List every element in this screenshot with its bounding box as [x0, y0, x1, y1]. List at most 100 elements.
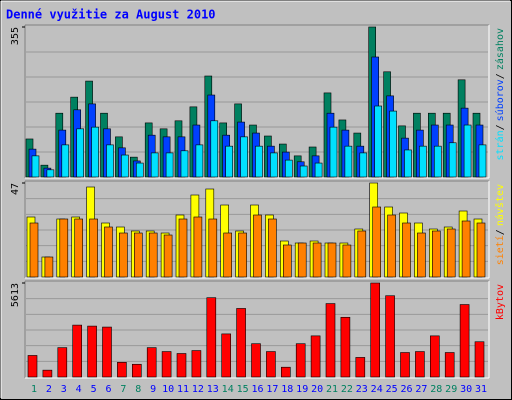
bar: [429, 335, 440, 378]
x-tick-label: 1: [31, 384, 37, 395]
bar: [132, 363, 142, 378]
bar: [221, 333, 231, 378]
y-tick-label: 47: [10, 183, 21, 195]
bar: [91, 126, 99, 178]
legend-entry: strán: [494, 130, 506, 160]
x-tick-label: 12: [192, 384, 204, 395]
legend-separator: /: [495, 73, 506, 79]
bar: [180, 150, 189, 178]
legend: sietí/ návštev: [494, 184, 506, 265]
bar: [59, 218, 69, 278]
x-tick-label: 18: [281, 384, 293, 395]
bar: [42, 369, 53, 378]
bar: [31, 155, 40, 178]
bar: [268, 218, 277, 278]
bar: [329, 126, 338, 178]
bar: [327, 242, 337, 278]
bar: [119, 232, 128, 278]
legend-entry: sietí: [494, 235, 506, 265]
x-tick-label: 2: [46, 384, 52, 395]
x-tick-label: 9: [150, 384, 156, 395]
bar: [404, 149, 412, 178]
bar: [206, 297, 217, 378]
bar: [136, 162, 144, 178]
bar: [385, 295, 395, 378]
bar: [74, 218, 83, 278]
bar: [236, 308, 246, 378]
legend-entry: návštev: [494, 184, 506, 226]
x-tick-label: 5: [91, 384, 97, 395]
bar: [400, 352, 410, 378]
bar: [208, 218, 218, 278]
bar: [370, 282, 381, 378]
legend-entry: súborov: [494, 79, 506, 121]
x-tick-label: 8: [135, 384, 141, 395]
x-tick-label: 17: [266, 384, 278, 395]
bar: [266, 351, 276, 378]
x-tick-label: 30: [460, 384, 472, 395]
bar: [195, 144, 204, 178]
bar: [225, 145, 233, 178]
bar: [44, 256, 54, 278]
bar: [474, 341, 485, 378]
bar: [417, 232, 426, 278]
y-tick-label: 355: [10, 27, 21, 45]
legend-entry: kBytov: [495, 284, 506, 320]
bar: [117, 362, 127, 378]
bar: [444, 352, 455, 378]
bar: [295, 343, 306, 378]
legend: kBytov: [495, 284, 506, 320]
x-tick-label: 25: [386, 384, 398, 395]
bar: [314, 162, 323, 178]
bar: [325, 303, 336, 378]
bar: [251, 343, 261, 378]
bar: [146, 347, 157, 378]
bar: [240, 136, 248, 178]
x-tick-label: 16: [251, 384, 263, 395]
x-tick-label: 28: [430, 384, 442, 395]
x-tick-label: 29: [445, 384, 457, 395]
bar: [463, 124, 472, 178]
bar: [193, 216, 203, 278]
legend-entry: zásahov: [494, 28, 506, 70]
bar: [210, 120, 219, 178]
bar: [148, 232, 158, 278]
bar: [372, 206, 382, 278]
bar: [161, 351, 172, 378]
bar: [163, 234, 173, 278]
bar: [238, 232, 247, 278]
x-tick-label: 7: [120, 384, 126, 395]
bar: [357, 230, 367, 278]
bar: [342, 244, 352, 278]
bar: [284, 159, 293, 178]
bar: [359, 152, 368, 178]
bar: [297, 242, 307, 278]
bar: [165, 152, 174, 178]
x-tick-label: 26: [400, 384, 412, 395]
bar: [87, 325, 97, 378]
bar: [433, 145, 442, 178]
x-tick-label: 31: [475, 384, 487, 395]
bar: [478, 144, 487, 178]
x-tick-label: 11: [177, 384, 189, 395]
bar: [340, 316, 351, 378]
bar: [76, 128, 84, 178]
x-tick-label: 19: [296, 384, 308, 395]
bar: [89, 218, 98, 278]
bar: [374, 105, 383, 178]
legend-separator: /: [495, 229, 506, 235]
bar: [448, 142, 457, 178]
bar: [134, 232, 143, 278]
bar: [299, 165, 308, 178]
bar: [419, 145, 427, 178]
bar: [29, 222, 39, 278]
bar: [387, 214, 396, 278]
bar: [270, 152, 278, 178]
bar: [46, 169, 55, 178]
bar: [121, 154, 129, 178]
x-tick-label: 13: [207, 384, 219, 395]
x-tick-label: 24: [371, 384, 383, 395]
bar: [389, 110, 397, 178]
x-tick-label: 23: [356, 384, 368, 395]
